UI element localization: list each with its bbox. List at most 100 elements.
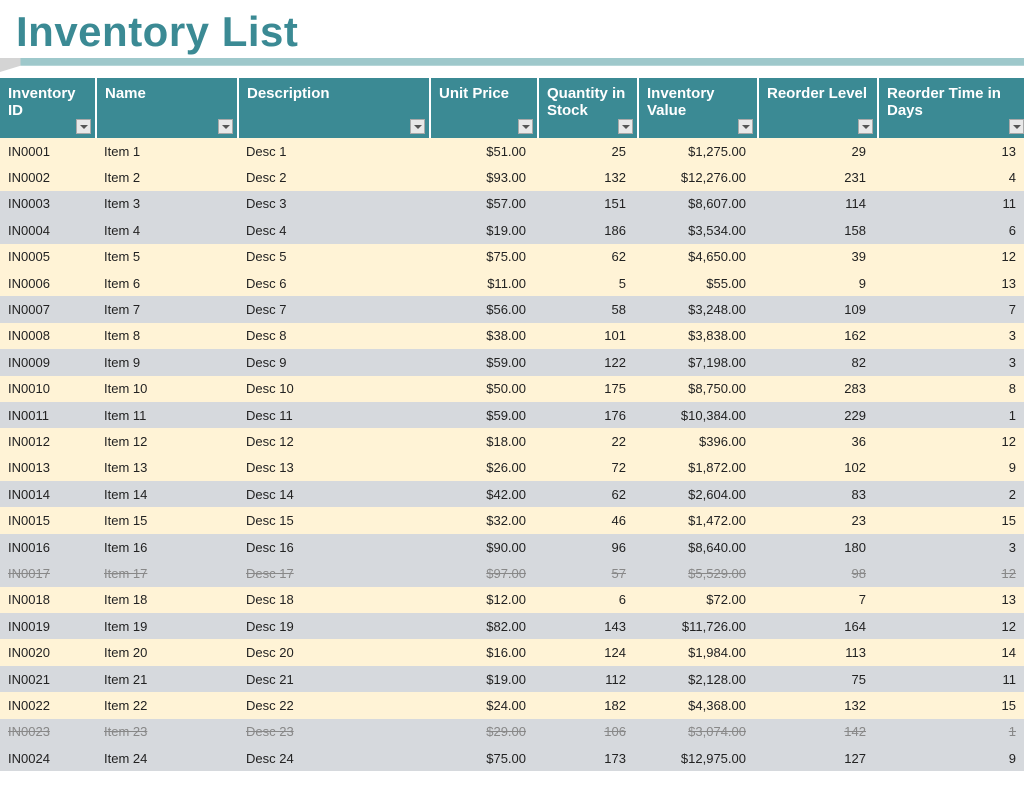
filter-dropdown-icon[interactable] xyxy=(410,119,425,134)
cell-price: $59.00 xyxy=(430,349,538,375)
table-row[interactable]: IN0005Item 5Desc 5$75.0062$4,650.003912 xyxy=(0,244,1024,270)
cell-name: Item 13 xyxy=(96,455,238,481)
cell-id: IN0004 xyxy=(0,217,96,243)
column-header-desc[interactable]: Description xyxy=(238,78,430,138)
table-row[interactable]: IN0004Item 4Desc 4$19.00186$3,534.001586 xyxy=(0,217,1024,243)
cell-desc: Desc 7 xyxy=(238,296,430,322)
cell-price: $12.00 xyxy=(430,587,538,613)
cell-qty: 25 xyxy=(538,138,638,164)
column-header-reorder[interactable]: Reorder Level xyxy=(758,78,878,138)
column-header-price[interactable]: Unit Price xyxy=(430,78,538,138)
column-header-label: Name xyxy=(105,85,146,102)
cell-days: 3 xyxy=(878,323,1024,349)
table-row[interactable]: IN0017Item 17Desc 17$97.0057$5,529.00981… xyxy=(0,560,1024,586)
cell-name: Item 12 xyxy=(96,428,238,454)
filter-dropdown-icon[interactable] xyxy=(858,119,873,134)
table-row[interactable]: IN0014Item 14Desc 14$42.0062$2,604.00832 xyxy=(0,481,1024,507)
cell-price: $32.00 xyxy=(430,507,538,533)
cell-days: 14 xyxy=(878,639,1024,665)
cell-reorder: 229 xyxy=(758,402,878,428)
cell-price: $90.00 xyxy=(430,534,538,560)
filter-dropdown-icon[interactable] xyxy=(738,119,753,134)
filter-dropdown-icon[interactable] xyxy=(76,119,91,134)
table-row[interactable]: IN0002Item 2Desc 2$93.00132$12,276.00231… xyxy=(0,164,1024,190)
cell-reorder: 9 xyxy=(758,270,878,296)
table-row[interactable]: IN0010Item 10Desc 10$50.00175$8,750.0028… xyxy=(0,376,1024,402)
cell-days: 7 xyxy=(878,296,1024,322)
table-row[interactable]: IN0001Item 1Desc 1$51.0025$1,275.002913 xyxy=(0,138,1024,164)
cell-qty: 186 xyxy=(538,217,638,243)
table-row[interactable]: IN0006Item 6Desc 6$11.005$55.00913 xyxy=(0,270,1024,296)
cell-desc: Desc 13 xyxy=(238,455,430,481)
cell-qty: 22 xyxy=(538,428,638,454)
cell-id: IN0018 xyxy=(0,587,96,613)
table-row[interactable]: IN0022Item 22Desc 22$24.00182$4,368.0013… xyxy=(0,692,1024,718)
filter-dropdown-icon[interactable] xyxy=(1009,119,1024,134)
cell-desc: Desc 20 xyxy=(238,639,430,665)
cell-price: $26.00 xyxy=(430,455,538,481)
column-header-days[interactable]: Reorder Time in Days xyxy=(878,78,1024,138)
cell-reorder: 98 xyxy=(758,560,878,586)
cell-id: IN0010 xyxy=(0,376,96,402)
cell-reorder: 29 xyxy=(758,138,878,164)
column-header-value[interactable]: Inventory Value xyxy=(638,78,758,138)
cell-value: $4,368.00 xyxy=(638,692,758,718)
filter-dropdown-icon[interactable] xyxy=(218,119,233,134)
cell-name: Item 14 xyxy=(96,481,238,507)
cell-price: $93.00 xyxy=(430,164,538,190)
table-row[interactable]: IN0009Item 9Desc 9$59.00122$7,198.00823 xyxy=(0,349,1024,375)
table-row[interactable]: IN0024Item 24Desc 24$75.00173$12,975.001… xyxy=(0,745,1024,771)
cell-qty: 112 xyxy=(538,666,638,692)
cell-value: $12,276.00 xyxy=(638,164,758,190)
cell-reorder: 127 xyxy=(758,745,878,771)
cell-name: Item 5 xyxy=(96,244,238,270)
table-row[interactable]: IN0019Item 19Desc 19$82.00143$11,726.001… xyxy=(0,613,1024,639)
table-row[interactable]: IN0008Item 8Desc 8$38.00101$3,838.001623 xyxy=(0,323,1024,349)
cell-days: 12 xyxy=(878,560,1024,586)
cell-value: $4,650.00 xyxy=(638,244,758,270)
cell-name: Item 3 xyxy=(96,191,238,217)
cell-days: 3 xyxy=(878,349,1024,375)
cell-days: 3 xyxy=(878,534,1024,560)
table-row[interactable]: IN0016Item 16Desc 16$90.0096$8,640.00180… xyxy=(0,534,1024,560)
table-row[interactable]: IN0018Item 18Desc 18$12.006$72.00713 xyxy=(0,587,1024,613)
column-header-name[interactable]: Name xyxy=(96,78,238,138)
cell-qty: 176 xyxy=(538,402,638,428)
cell-days: 9 xyxy=(878,745,1024,771)
column-header-id[interactable]: Inventory ID xyxy=(0,78,96,138)
table-row[interactable]: IN0023Item 23Desc 23$29.00106$3,074.0014… xyxy=(0,719,1024,745)
cell-price: $16.00 xyxy=(430,639,538,665)
filter-dropdown-icon[interactable] xyxy=(518,119,533,134)
table-row[interactable]: IN0015Item 15Desc 15$32.0046$1,472.00231… xyxy=(0,507,1024,533)
cell-desc: Desc 12 xyxy=(238,428,430,454)
cell-reorder: 102 xyxy=(758,455,878,481)
cell-value: $3,534.00 xyxy=(638,217,758,243)
cell-name: Item 6 xyxy=(96,270,238,296)
column-header-qty[interactable]: Quantity in Stock xyxy=(538,78,638,138)
cell-days: 8 xyxy=(878,376,1024,402)
cell-name: Item 8 xyxy=(96,323,238,349)
cell-reorder: 180 xyxy=(758,534,878,560)
cell-id: IN0019 xyxy=(0,613,96,639)
table-row[interactable]: IN0013Item 13Desc 13$26.0072$1,872.00102… xyxy=(0,455,1024,481)
table-row[interactable]: IN0012Item 12Desc 12$18.0022$396.003612 xyxy=(0,428,1024,454)
cell-name: Item 11 xyxy=(96,402,238,428)
cell-id: IN0013 xyxy=(0,455,96,481)
cell-value: $1,872.00 xyxy=(638,455,758,481)
cell-days: 11 xyxy=(878,191,1024,217)
cell-name: Item 7 xyxy=(96,296,238,322)
table-row[interactable]: IN0011Item 11Desc 11$59.00176$10,384.002… xyxy=(0,402,1024,428)
cell-days: 2 xyxy=(878,481,1024,507)
cell-id: IN0016 xyxy=(0,534,96,560)
title-bar: Inventory List xyxy=(0,0,1024,58)
filter-dropdown-icon[interactable] xyxy=(618,119,633,134)
cell-qty: 62 xyxy=(538,244,638,270)
cell-days: 15 xyxy=(878,507,1024,533)
table-row[interactable]: IN0003Item 3Desc 3$57.00151$8,607.001141… xyxy=(0,191,1024,217)
cell-price: $51.00 xyxy=(430,138,538,164)
table-row[interactable]: IN0021Item 21Desc 21$19.00112$2,128.0075… xyxy=(0,666,1024,692)
cell-reorder: 36 xyxy=(758,428,878,454)
table-row[interactable]: IN0020Item 20Desc 20$16.00124$1,984.0011… xyxy=(0,639,1024,665)
column-header-label: Inventory ID xyxy=(8,85,76,119)
table-row[interactable]: IN0007Item 7Desc 7$56.0058$3,248.001097 xyxy=(0,296,1024,322)
